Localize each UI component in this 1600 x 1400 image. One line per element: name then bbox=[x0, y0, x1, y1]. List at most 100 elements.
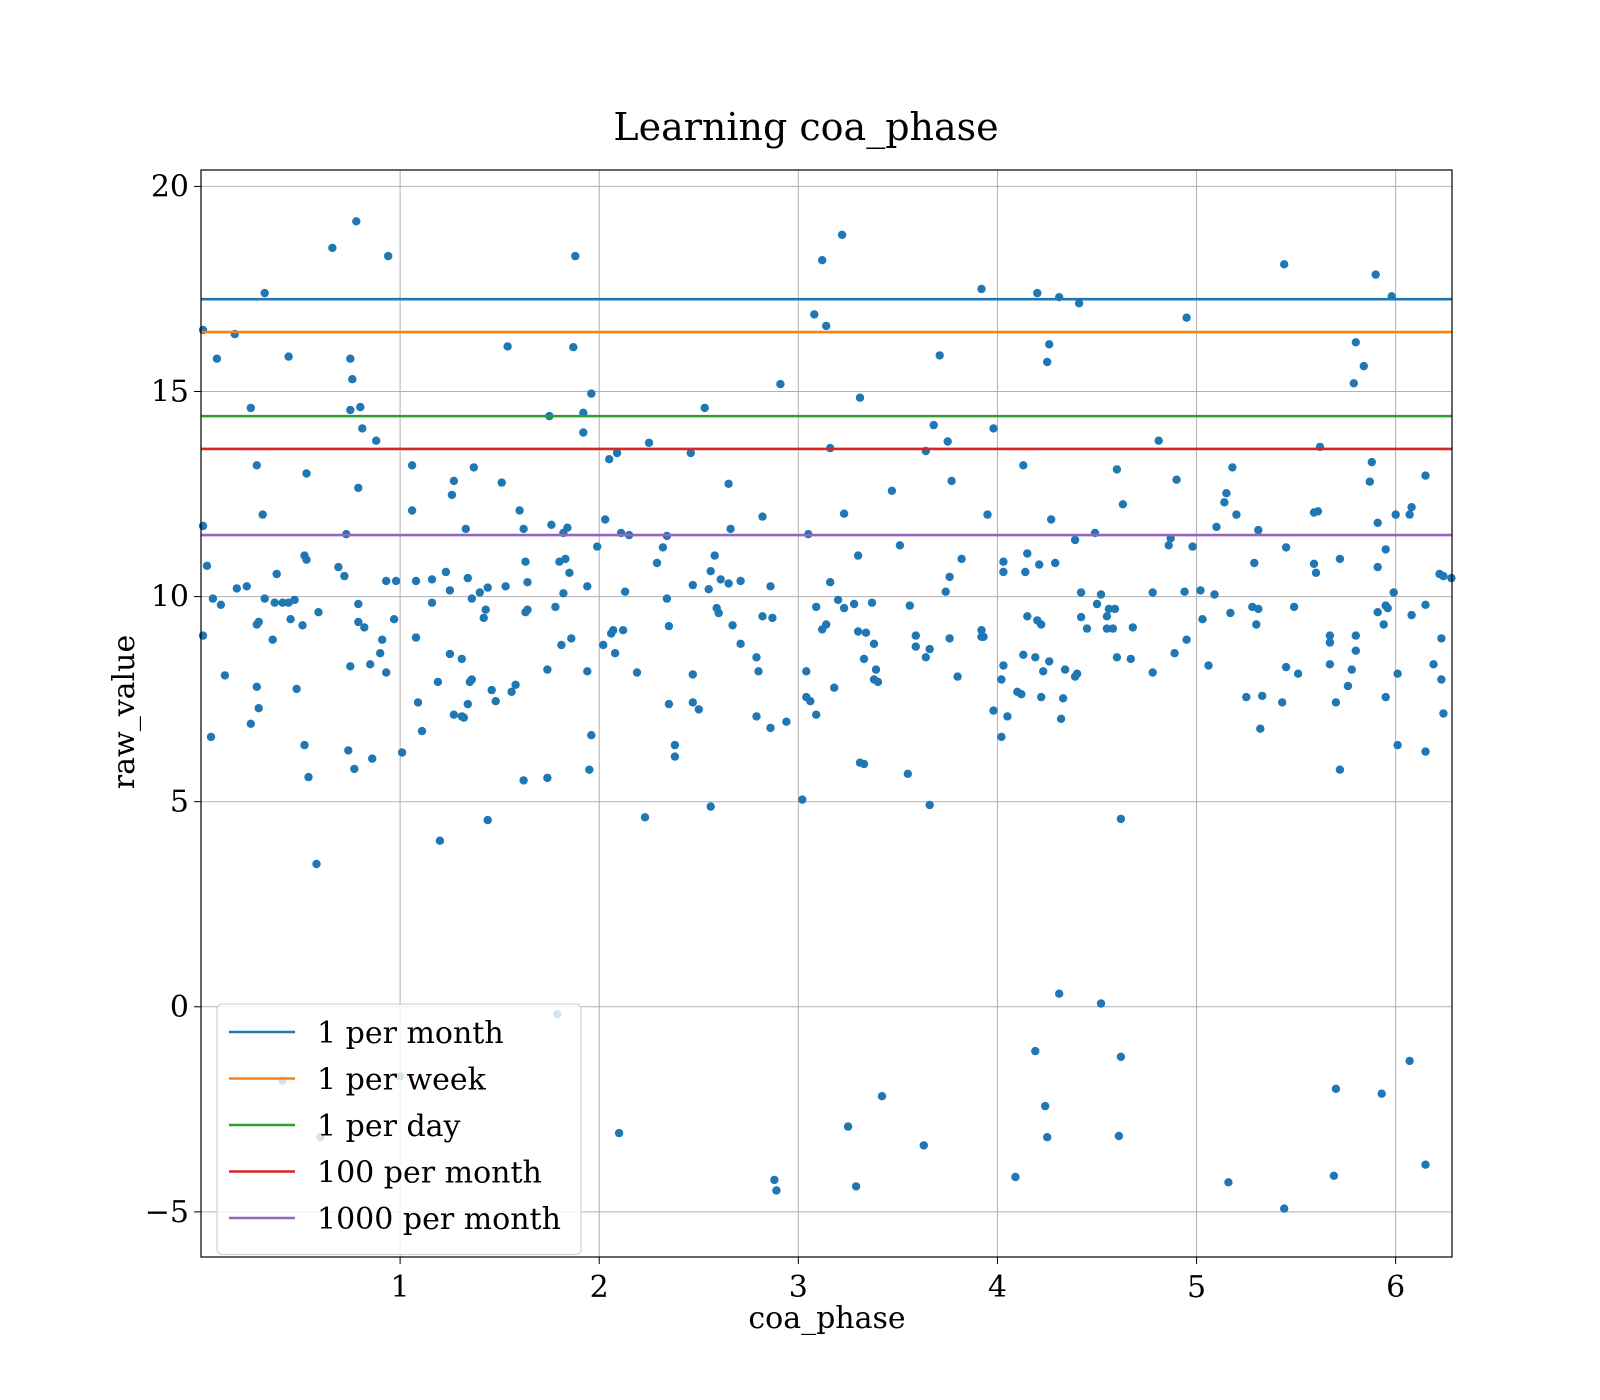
data-point bbox=[1112, 465, 1122, 474]
x-tick-label: 6 bbox=[1386, 1270, 1405, 1305]
data-point bbox=[1198, 615, 1207, 624]
data-point bbox=[871, 665, 881, 674]
data-point bbox=[198, 631, 208, 640]
data-point bbox=[620, 587, 630, 596]
data-point bbox=[1325, 631, 1335, 640]
data-point bbox=[523, 605, 532, 614]
data-point bbox=[391, 576, 401, 586]
data-point bbox=[463, 699, 472, 709]
data-point bbox=[736, 576, 745, 586]
data-point bbox=[670, 740, 680, 750]
data-point bbox=[782, 717, 791, 726]
data-point bbox=[877, 1092, 887, 1101]
data-point bbox=[1331, 1084, 1341, 1094]
data-point bbox=[752, 712, 761, 721]
data-point bbox=[407, 506, 417, 515]
data-point bbox=[252, 461, 261, 470]
data-point bbox=[1096, 590, 1106, 599]
y-tick-label: 10 bbox=[151, 580, 189, 615]
data-point bbox=[839, 603, 849, 613]
data-point bbox=[714, 608, 723, 618]
data-point bbox=[354, 483, 363, 493]
data-point bbox=[1204, 661, 1213, 670]
data-point bbox=[212, 354, 222, 363]
data-point bbox=[1017, 690, 1026, 699]
data-point bbox=[1349, 379, 1359, 388]
data-point bbox=[583, 582, 592, 591]
data-point bbox=[943, 437, 952, 446]
data-point bbox=[704, 585, 713, 594]
data-point bbox=[1309, 559, 1319, 568]
data-point bbox=[1254, 525, 1263, 535]
data-point bbox=[658, 543, 668, 552]
data-point bbox=[272, 569, 281, 579]
data-point bbox=[1407, 503, 1416, 512]
data-point bbox=[445, 649, 455, 659]
data-point bbox=[806, 697, 815, 706]
data-point bbox=[559, 589, 568, 598]
data-point bbox=[1224, 1178, 1233, 1187]
data-point bbox=[1359, 361, 1369, 371]
data-point bbox=[605, 455, 614, 464]
data-point bbox=[941, 587, 950, 596]
data-point bbox=[352, 217, 361, 226]
data-point bbox=[1092, 599, 1102, 609]
data-point bbox=[1373, 608, 1382, 617]
data-point bbox=[1347, 665, 1357, 674]
data-point bbox=[632, 668, 642, 677]
data-point bbox=[869, 639, 879, 648]
data-point bbox=[561, 554, 570, 564]
data-point bbox=[202, 561, 212, 570]
data-points bbox=[198, 217, 1456, 1213]
data-point bbox=[925, 644, 934, 654]
data-point bbox=[1047, 515, 1056, 524]
x-axis-ticks: 1 2 3 4 5 6 bbox=[391, 1257, 1405, 1305]
data-point bbox=[1281, 662, 1291, 672]
data-point bbox=[1335, 554, 1345, 564]
data-point bbox=[1252, 620, 1261, 629]
data-point bbox=[1102, 624, 1112, 633]
data-point bbox=[662, 594, 672, 603]
data-point bbox=[945, 572, 954, 582]
data-point bbox=[1371, 270, 1380, 279]
data-point bbox=[302, 555, 311, 564]
data-point bbox=[1325, 660, 1335, 669]
data-point bbox=[449, 710, 459, 719]
data-point bbox=[1437, 675, 1446, 684]
data-point bbox=[523, 578, 532, 587]
data-point bbox=[427, 598, 437, 607]
data-point bbox=[1060, 665, 1070, 674]
data-point bbox=[1031, 653, 1040, 662]
data-point bbox=[925, 800, 934, 810]
data-point bbox=[1043, 1133, 1052, 1142]
data-point bbox=[389, 615, 399, 624]
data-point bbox=[292, 684, 301, 694]
data-point bbox=[557, 640, 566, 650]
data-point bbox=[1023, 549, 1032, 558]
data-point bbox=[501, 582, 510, 591]
data-point bbox=[461, 524, 470, 534]
data-point bbox=[1313, 507, 1323, 516]
data-point bbox=[614, 1128, 624, 1138]
data-point bbox=[997, 675, 1006, 684]
data-point bbox=[1104, 604, 1114, 614]
data-point bbox=[344, 746, 353, 755]
data-point bbox=[610, 649, 620, 658]
data-point bbox=[644, 438, 654, 447]
data-point bbox=[487, 685, 496, 695]
data-point bbox=[198, 521, 208, 531]
data-point bbox=[304, 772, 313, 782]
data-point bbox=[947, 476, 956, 486]
data-point bbox=[1033, 288, 1042, 298]
data-point bbox=[354, 599, 363, 609]
data-point bbox=[843, 1122, 853, 1131]
data-point bbox=[1196, 586, 1205, 595]
data-point bbox=[350, 764, 359, 774]
data-point bbox=[726, 524, 735, 534]
data-point bbox=[710, 551, 719, 560]
data-point bbox=[286, 615, 295, 624]
data-point bbox=[810, 310, 819, 319]
data-point bbox=[397, 748, 407, 757]
data-point bbox=[664, 699, 674, 709]
data-point bbox=[1439, 709, 1448, 718]
